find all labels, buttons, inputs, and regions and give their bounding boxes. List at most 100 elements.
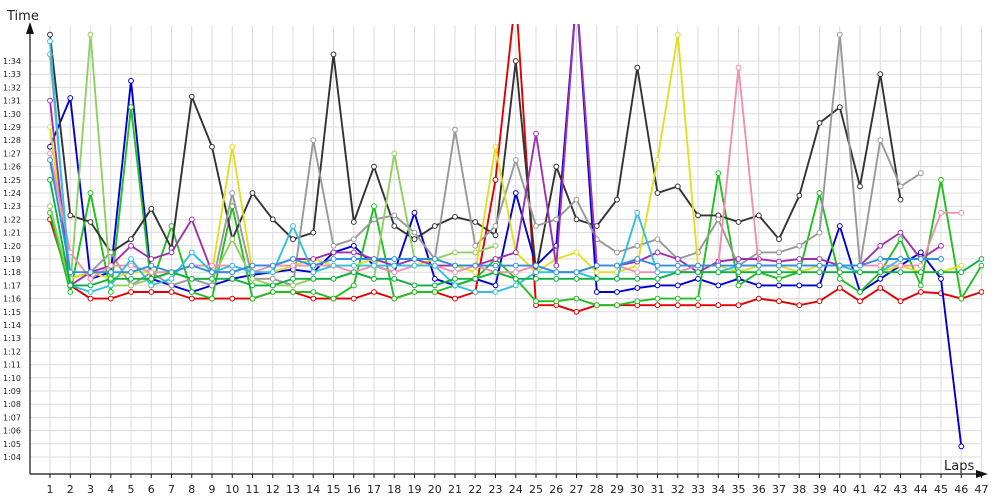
y-tick-label: 1:26	[3, 163, 21, 172]
data-point	[350, 236, 357, 243]
data-point	[897, 196, 904, 203]
data-point	[47, 203, 53, 210]
data-point	[371, 289, 377, 295]
data-point	[168, 223, 175, 229]
x-tick-label: 33	[691, 483, 705, 496]
data-point	[654, 282, 661, 289]
data-point	[411, 209, 418, 216]
data-point	[573, 196, 580, 203]
y-tick-label: 1:33	[3, 70, 21, 79]
y-tick-label: 1:23	[3, 202, 21, 211]
data-point	[431, 289, 438, 295]
data-point	[411, 262, 418, 269]
data-point	[857, 298, 863, 305]
data-point	[472, 262, 479, 269]
data-point	[573, 308, 580, 315]
data-point	[715, 282, 722, 289]
y-tick-label: 1:13	[3, 334, 21, 343]
data-point	[148, 282, 155, 289]
y-tick-label: 1:34	[3, 57, 21, 66]
x-tick-label: 6	[148, 483, 155, 496]
data-point	[188, 275, 195, 282]
series-line	[49, 66, 962, 280]
x-axis-arrow-icon	[976, 470, 988, 478]
data-point	[371, 262, 377, 269]
y-tick-label: 1:20	[3, 242, 21, 251]
data-point	[492, 232, 499, 239]
data-point	[614, 249, 620, 256]
data-point	[614, 196, 620, 203]
data-point	[107, 289, 114, 295]
x-tick-label: 31	[651, 483, 665, 496]
data-point	[938, 209, 944, 216]
data-point	[128, 256, 134, 262]
series-12	[47, 176, 984, 289]
series-11	[47, 157, 944, 276]
x-tick-label: 44	[914, 483, 928, 496]
data-point	[229, 236, 236, 243]
data-point	[553, 163, 560, 170]
data-point	[350, 219, 357, 225]
grid	[30, 26, 982, 478]
data-point	[128, 104, 134, 111]
data-point	[776, 275, 782, 282]
data-point	[371, 163, 377, 170]
data-point	[290, 236, 296, 243]
data-point	[249, 282, 256, 289]
data-point	[431, 262, 438, 269]
data-point	[938, 242, 944, 249]
data-point	[917, 289, 924, 295]
data-point	[47, 124, 53, 130]
data-point	[695, 295, 701, 302]
data-point	[938, 269, 944, 276]
data-point	[512, 282, 519, 289]
x-tick-label: 25	[529, 483, 543, 496]
data-point	[87, 275, 94, 282]
series-line	[49, 24, 982, 313]
x-tick-label: 3	[87, 483, 94, 496]
data-point	[796, 242, 803, 249]
data-point	[897, 269, 904, 276]
series-7	[47, 31, 965, 282]
data-point	[917, 249, 924, 256]
data-point	[836, 269, 843, 276]
data-point	[168, 275, 175, 282]
data-point	[755, 262, 762, 269]
data-point	[492, 176, 499, 183]
data-point	[330, 242, 337, 249]
x-tick-label: 47	[975, 483, 989, 496]
x-tick-label: 17	[367, 483, 381, 496]
data-point	[310, 137, 317, 144]
data-point	[249, 262, 256, 269]
data-point	[958, 209, 965, 216]
data-point	[87, 289, 94, 295]
data-point	[836, 262, 843, 269]
data-point	[209, 143, 215, 150]
data-point	[350, 242, 357, 249]
data-point	[796, 302, 803, 309]
data-point	[107, 295, 114, 302]
data-point	[877, 285, 884, 291]
data-point	[310, 289, 317, 295]
data-point	[128, 236, 134, 243]
data-point	[330, 295, 337, 302]
data-point	[411, 282, 418, 289]
y-tick-label: 1:21	[3, 229, 21, 238]
data-point	[168, 289, 175, 295]
data-point	[249, 269, 256, 276]
data-point	[816, 298, 823, 305]
x-tick-label: 13	[286, 483, 300, 496]
y-tick-label: 1:19	[3, 255, 21, 264]
data-point	[269, 289, 276, 295]
data-point	[492, 242, 499, 249]
series-line	[49, 33, 922, 287]
data-point	[857, 289, 863, 295]
data-point	[695, 275, 701, 282]
data-point	[512, 269, 519, 276]
data-point	[533, 269, 539, 276]
data-point	[249, 190, 256, 196]
data-point	[47, 157, 53, 163]
data-point	[674, 295, 681, 302]
x-tick-label: 9	[209, 483, 216, 496]
data-point	[634, 285, 641, 291]
